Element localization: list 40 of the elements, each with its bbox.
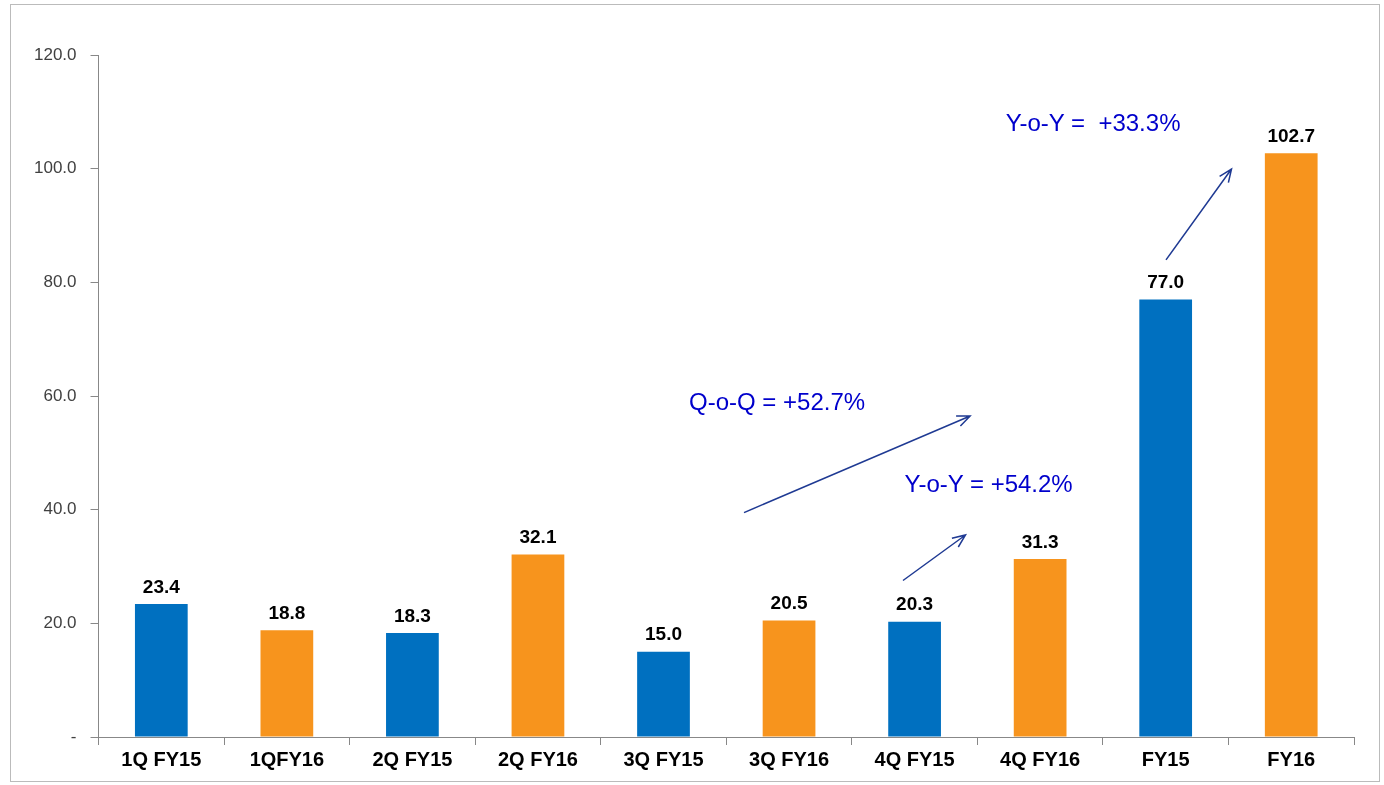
bar [386,633,439,737]
annotation: Q-o-Q = +52.7% [689,387,866,416]
data-label: 18.3 [393,604,431,626]
x-tick-label: 3Q FY15 [623,747,704,770]
data-label: 15.0 [645,623,682,645]
x-tick-label: 2Q FY16 [497,747,578,770]
bar [762,620,816,737]
y-tick-label: 60.0 [43,385,77,405]
y-tick-label: 120.0 [33,44,77,64]
data-label: 23.4 [142,575,181,597]
y-tick-label: - [70,726,77,746]
x-tick-label: 4Q FY16 [1000,747,1081,770]
data-label: 20.3 [896,593,934,615]
x-tick-label: 2Q FY15 [372,747,453,770]
x-tick-label: 3Q FY16 [749,747,830,770]
bar [1139,299,1193,737]
bar [511,554,565,737]
x-tick-label: 4Q FY15 [874,747,955,770]
bar [260,630,314,737]
x-tick-label: FY15 [1141,747,1190,770]
data-label: 32.1 [519,526,557,548]
data-label: 77.0 [1147,271,1185,293]
data-label: 18.8 [268,601,306,623]
x-tick-label: 1Q FY15 [121,747,202,770]
annotation: Y-o-Y = +54.2% [904,470,1073,499]
bar [1264,153,1318,737]
y-tick-label: 100.0 [33,158,77,178]
data-label: 20.5 [770,592,808,614]
x-tick-label: FY16 [1267,747,1316,770]
bar [134,604,188,737]
bar [1013,559,1067,737]
data-label: 31.3 [1021,530,1059,552]
x-tick-label: 1QFY16 [249,747,325,770]
data-label: 102.7 [1267,125,1315,147]
bar [637,651,690,737]
y-tick-label: 40.0 [43,499,77,519]
annotation: Y-o-Y = +33.3% [1005,109,1181,138]
bar [888,621,941,737]
y-tick-label: 20.0 [43,613,77,633]
y-tick-label: 80.0 [43,272,77,292]
